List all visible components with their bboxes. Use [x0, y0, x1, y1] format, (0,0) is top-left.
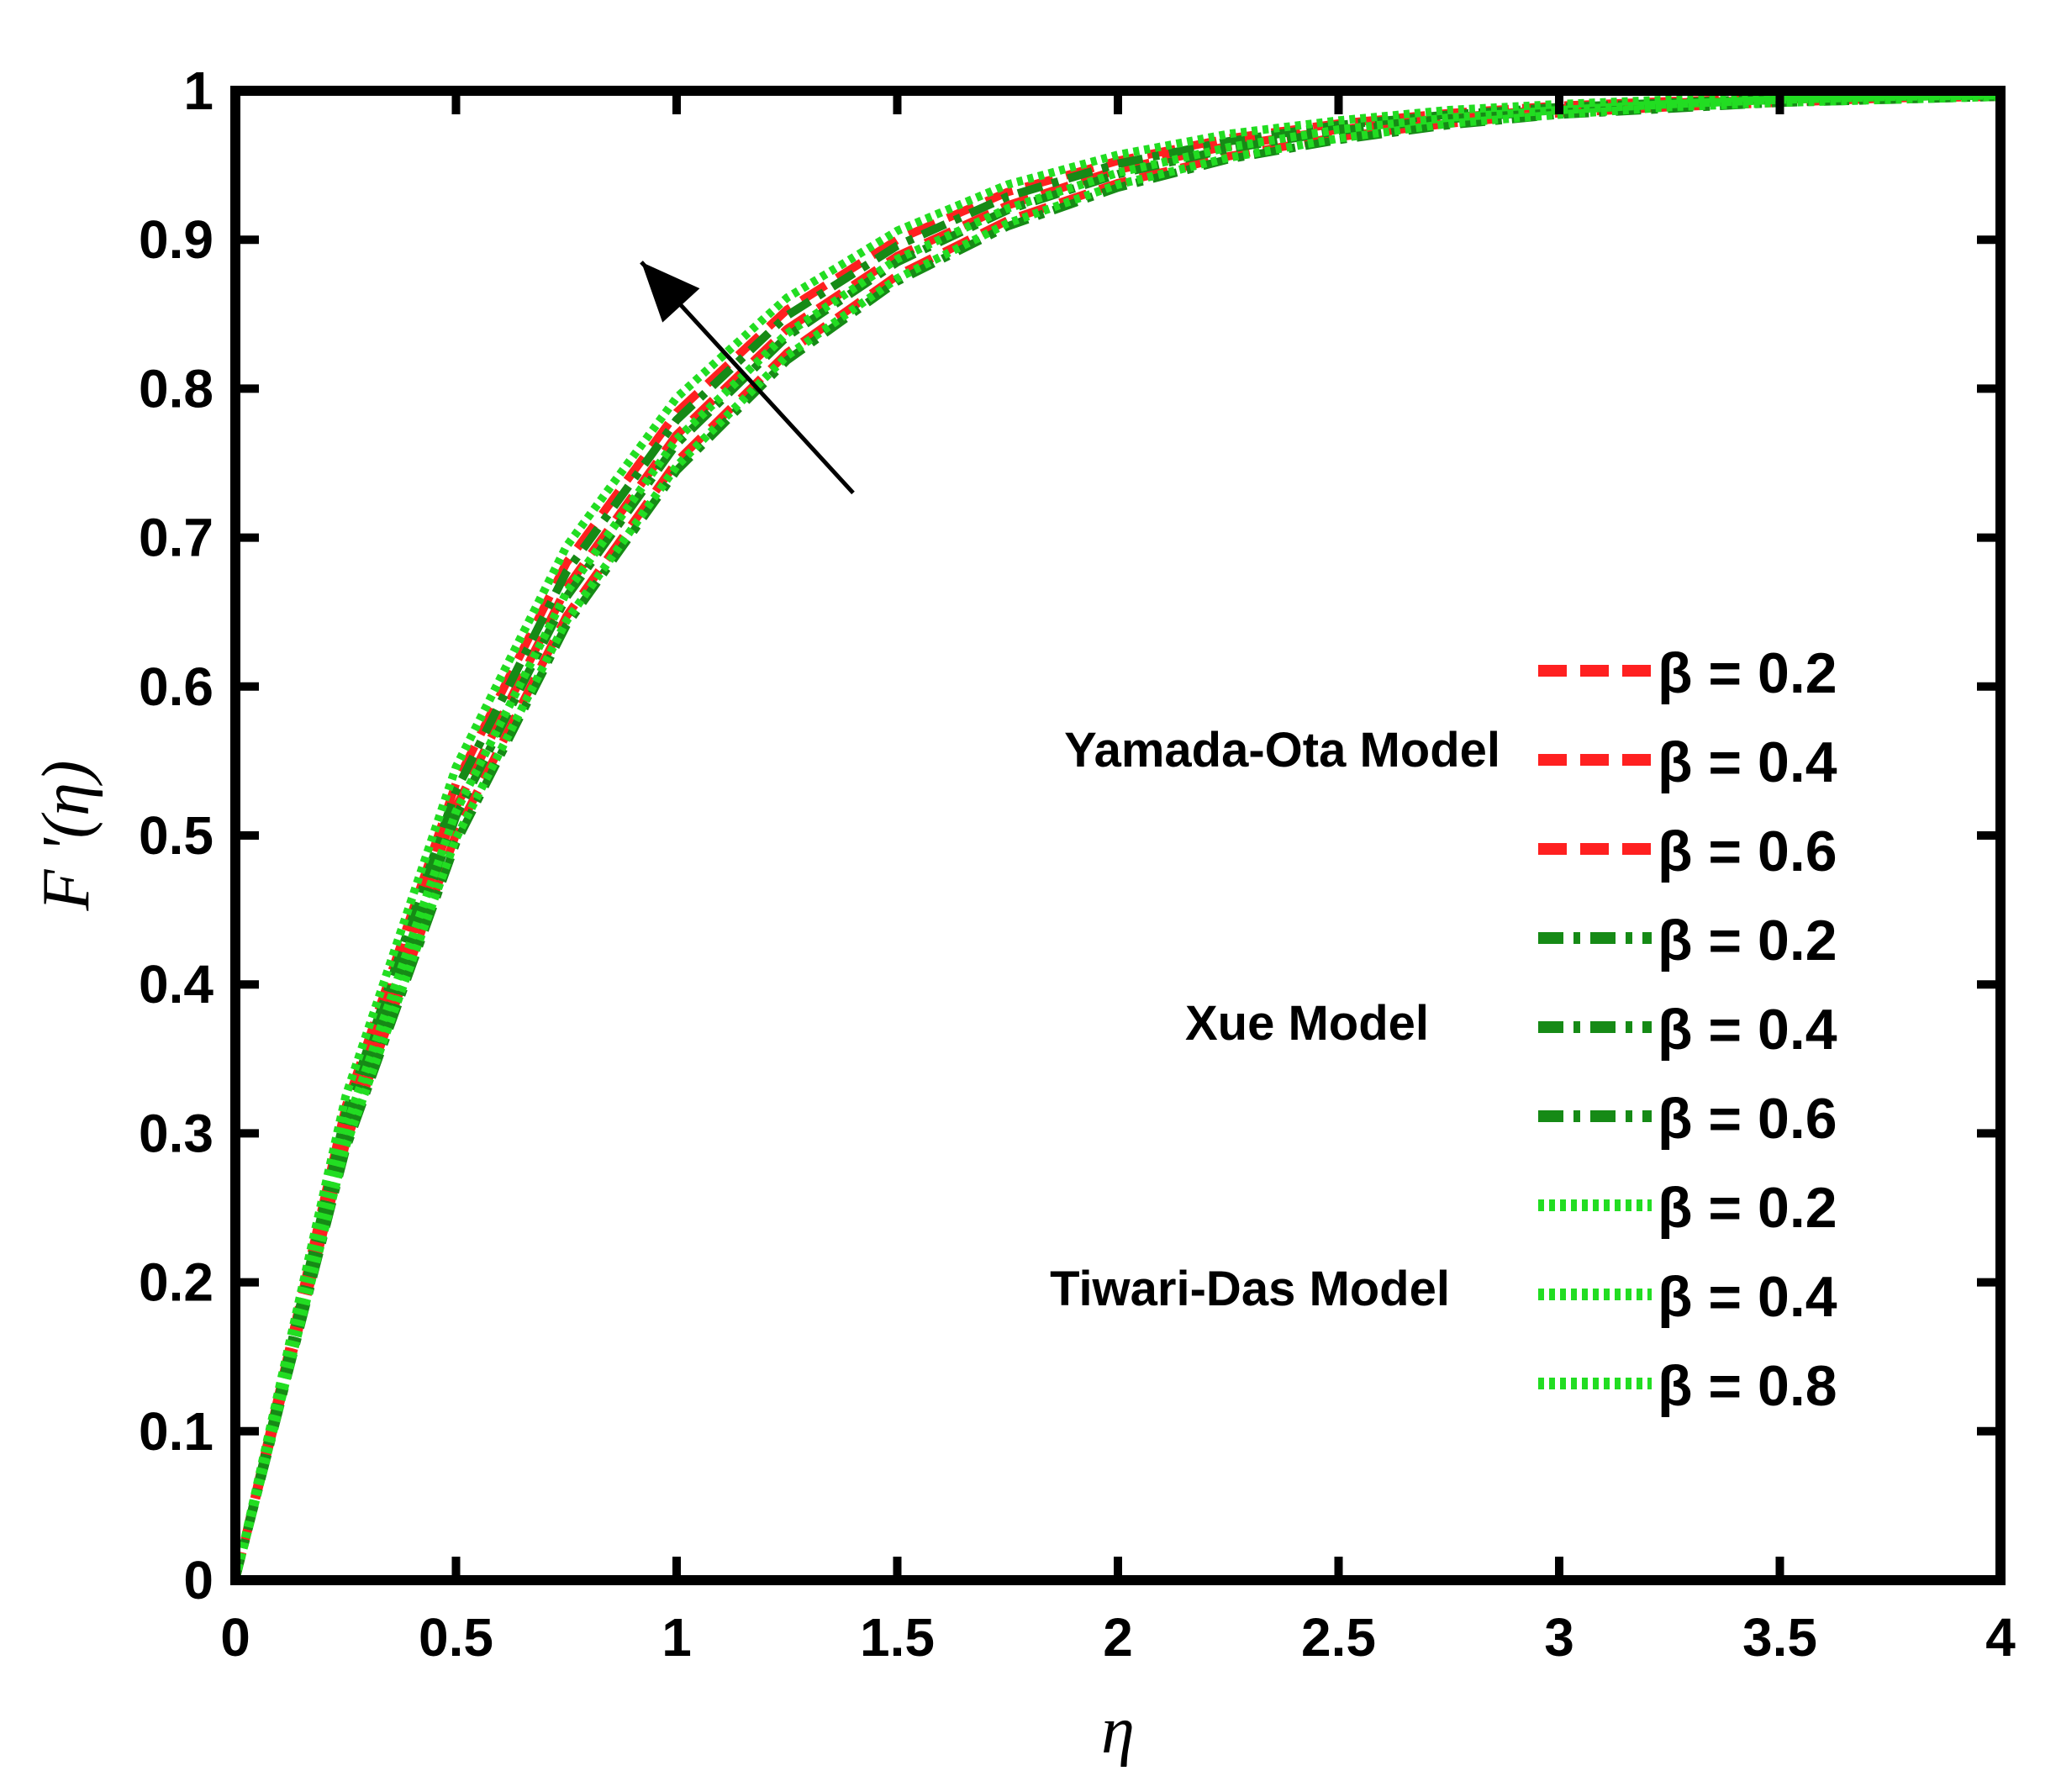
y-tick-label: 0 — [183, 1550, 213, 1610]
y-tick-label: 0.9 — [139, 209, 213, 270]
legend-group-label: Xue Model — [1185, 996, 1429, 1051]
legend-group-label: Yamada-Ota Model — [1064, 723, 1500, 777]
y-tick-label: 0.6 — [139, 656, 213, 717]
series-line-9 — [231, 89, 2001, 1582]
x-tick-label: 0.5 — [419, 1607, 493, 1668]
x-tick-label: 4 — [1985, 1607, 2016, 1668]
legend-entry-label: β = 0.2 — [1658, 1176, 1837, 1240]
annotation-layer — [640, 261, 855, 495]
x-tick-label: 2 — [1103, 1607, 1133, 1668]
legend-entry-label: β = 0.4 — [1658, 730, 1837, 794]
legend-entry-label: β = 0.8 — [1658, 1354, 1837, 1418]
legend-entry-label: β = 0.6 — [1658, 820, 1837, 883]
legend-entry-label: β = 0.4 — [1658, 998, 1837, 1062]
y-tick-label: 0.7 — [139, 508, 213, 568]
series-line-7 — [231, 92, 2001, 1582]
series-layer — [231, 89, 2001, 1582]
legend-entry-label: β = 0.6 — [1658, 1087, 1837, 1151]
y-tick-label: 1 — [183, 61, 213, 121]
x-tick-label: 0 — [220, 1607, 250, 1668]
x-tick-label: 1 — [662, 1607, 692, 1668]
y-tick-label: 0.3 — [139, 1103, 213, 1163]
y-axis-label: F '(η) — [29, 761, 103, 912]
x-tick-label: 2.5 — [1301, 1607, 1376, 1668]
legend-group-label: Tiwari-Das Model — [1050, 1262, 1450, 1316]
ticks-layer: 0 0.5 1 1.5 2 2.5 3 3.5 4 0 0.1 0.2 0.3 0.4 0.5 0.6 0.7 0… — [139, 61, 2016, 1668]
x-axis-label: η — [1101, 1694, 1135, 1768]
legend-entry-label: β = 0.2 — [1658, 909, 1837, 972]
arrow-head — [641, 261, 700, 323]
series-line-8 — [231, 91, 2001, 1582]
legend-entry-label: β = 0.4 — [1658, 1265, 1837, 1329]
y-tick-label: 0.5 — [139, 805, 213, 866]
y-tick-label: 0.2 — [139, 1252, 213, 1313]
x-tick-label: 3.5 — [1742, 1607, 1817, 1668]
y-tick-label: 0.1 — [139, 1401, 213, 1462]
x-tick-label: 3 — [1544, 1607, 1574, 1668]
legend: β = 0.2 β = 0.4 β = 0.6 β = 0.2 β = 0.4 β = 0… — [1050, 641, 1837, 1418]
y-tick-label: 0.8 — [139, 358, 213, 419]
y-tick-label: 0.4 — [139, 954, 213, 1015]
x-tick-label: 1.5 — [860, 1607, 935, 1668]
legend-entry-label: β = 0.2 — [1658, 641, 1837, 705]
